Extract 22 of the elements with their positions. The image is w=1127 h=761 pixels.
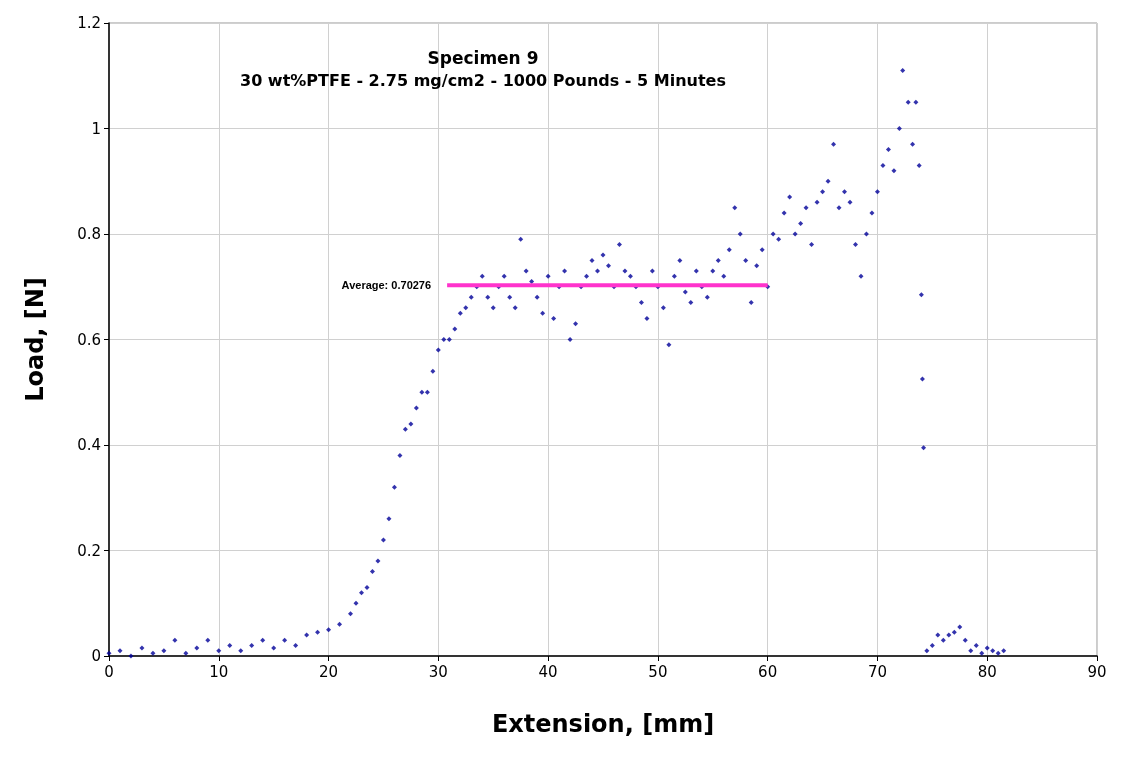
x-tick-label: 20	[319, 662, 339, 681]
x-tick-label: 80	[977, 662, 997, 681]
y-tick-label: 1.2	[77, 14, 101, 32]
y-tick-label: 1	[91, 119, 101, 138]
series-label: Average: 0.70276	[341, 279, 432, 292]
x-tick-label: 40	[538, 662, 558, 681]
x-axis-title: Extension, [mm]	[491, 710, 715, 738]
text: 30 wt%PTFE - 2.75 mg/cm2 - 1000 Pounds - 5 Minutes	[240, 70, 726, 90]
y-tick-label: 0.6	[77, 330, 101, 349]
y-tick-label: 0.4	[77, 436, 101, 454]
y-tick-label: 0.8	[77, 225, 101, 243]
y-tick-label: 0.2	[77, 541, 101, 560]
x-tick-label: 0	[104, 662, 114, 681]
y-axis-title: Load, [N]	[21, 277, 49, 402]
x-tick-label: 30	[428, 662, 448, 681]
text: Specimen 9	[427, 47, 539, 68]
x-tick-label: 60	[758, 662, 778, 681]
x-tick-label: 50	[648, 662, 668, 681]
x-tick-label: 90	[1087, 662, 1107, 681]
x-tick-label: 10	[209, 662, 229, 681]
x-tick-label: 70	[867, 662, 887, 681]
y-tick-label: 0	[91, 647, 101, 665]
